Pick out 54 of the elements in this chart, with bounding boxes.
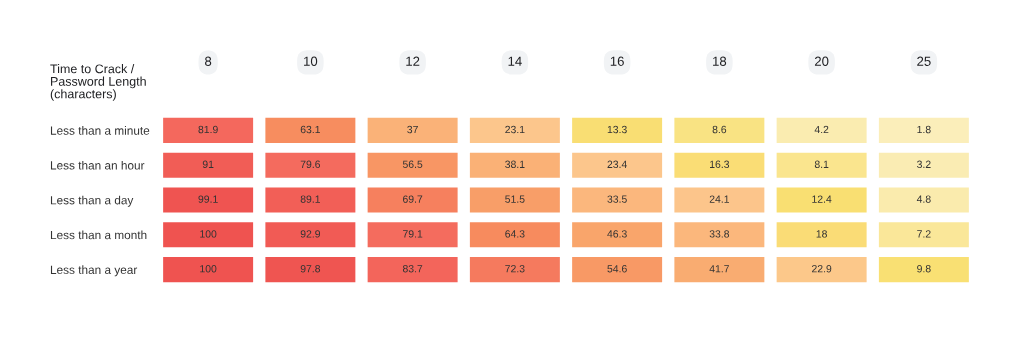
data-label: 16.3 bbox=[710, 160, 730, 168]
x-tick-label: 10 bbox=[304, 56, 318, 66]
x-tick-label: 20 bbox=[814, 56, 829, 66]
data-label: 100 bbox=[200, 265, 217, 273]
data-label: 33.8 bbox=[709, 230, 730, 238]
data-label: 33.5 bbox=[607, 195, 627, 203]
data-label: 7.2 bbox=[917, 230, 931, 238]
data-label: 12.4 bbox=[812, 195, 832, 203]
data-label: 81.9 bbox=[198, 125, 218, 134]
data-label: 92.9 bbox=[300, 230, 321, 238]
data-label: 91 bbox=[202, 160, 214, 168]
x-tick-label: 8 bbox=[205, 56, 212, 66]
data-label: 8.1 bbox=[814, 160, 829, 168]
y-tick-label: Less than an hour bbox=[50, 160, 145, 170]
x-tick-label: 16 bbox=[610, 56, 624, 66]
x-tick-label: 18 bbox=[713, 56, 727, 66]
data-label: 4.2 bbox=[814, 125, 829, 134]
data-label: 23.1 bbox=[505, 125, 525, 134]
data-label: 64.3 bbox=[505, 230, 525, 238]
data-label: 23.4 bbox=[607, 160, 627, 168]
data-label: 1.8 bbox=[917, 125, 931, 134]
data-label: 18 bbox=[816, 230, 827, 238]
data-label: 89.1 bbox=[300, 195, 320, 203]
x-tick-label: 12 bbox=[406, 56, 420, 66]
data-label: 56.5 bbox=[402, 160, 423, 168]
data-label: 69.7 bbox=[403, 195, 423, 203]
data-label: 79.1 bbox=[403, 230, 423, 238]
x-tick-label: 14 bbox=[508, 56, 522, 66]
data-label: 22.9 bbox=[812, 265, 832, 273]
data-label: 37 bbox=[407, 125, 418, 134]
data-label: 63.1 bbox=[300, 125, 320, 134]
data-label: 38.1 bbox=[505, 160, 525, 168]
data-label: 8.6 bbox=[712, 125, 727, 134]
data-label: 13.3 bbox=[607, 125, 627, 134]
x-axis-title: Time to Crack / Password Length (characters) bbox=[50, 64, 146, 101]
y-tick-label: Less than a day bbox=[50, 195, 134, 207]
data-label: 4.8 bbox=[916, 195, 931, 203]
data-label: 72.3 bbox=[505, 265, 525, 273]
data-label: 41.7 bbox=[709, 265, 729, 273]
data-label: 100 bbox=[200, 230, 217, 238]
x-tick-label: 25 bbox=[917, 56, 931, 66]
data-label: 24.1 bbox=[709, 195, 729, 203]
y-tick-label: Less than a year bbox=[50, 265, 138, 277]
data-label: 79.6 bbox=[300, 160, 321, 168]
data-label: 46.3 bbox=[607, 230, 627, 238]
data-label: 99.1 bbox=[198, 195, 218, 203]
data-label: 9.8 bbox=[917, 265, 931, 273]
data-label: 3.2 bbox=[917, 160, 931, 168]
data-label: 51.5 bbox=[505, 195, 525, 203]
data-label: 97.8 bbox=[300, 265, 321, 273]
data-label: 83.7 bbox=[402, 265, 423, 273]
y-tick-label: Less than a minute bbox=[50, 126, 150, 135]
data-label: 54.6 bbox=[607, 265, 627, 273]
y-tick-label: Less than a month bbox=[50, 230, 147, 240]
